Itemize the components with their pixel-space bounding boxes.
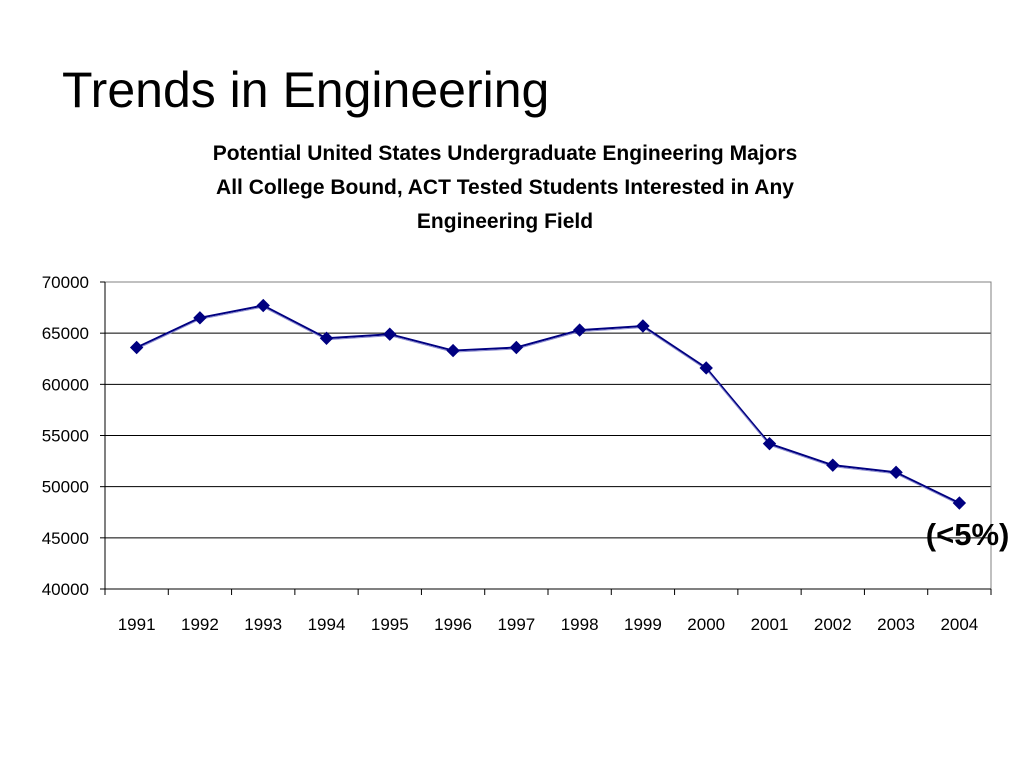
data-point-marker bbox=[762, 436, 777, 451]
data-point-marker bbox=[636, 319, 650, 333]
y-tick-label: 45000 bbox=[42, 529, 89, 548]
y-tick-label: 40000 bbox=[42, 580, 89, 599]
x-tick-label: 2002 bbox=[814, 615, 852, 634]
data-point-marker bbox=[509, 340, 524, 355]
x-axis-tick-labels: 1991 1992 1993 1994 1995 1996 1997 1998 1999 2000… bbox=[104, 589, 992, 634]
y-tick-label: 55000 bbox=[42, 427, 89, 446]
x-tick-label: 1994 bbox=[308, 615, 346, 634]
series bbox=[129, 298, 967, 510]
series-line bbox=[136, 304, 960, 504]
data-point-marker bbox=[699, 361, 713, 375]
x-tick-label: 1996 bbox=[434, 615, 472, 634]
x-tick-label: 2004 bbox=[940, 615, 978, 634]
gridlines bbox=[105, 281, 991, 539]
chart-title: Potential United States Undergraduate En… bbox=[213, 142, 798, 233]
slide-title: Trends in Engineering bbox=[62, 62, 550, 118]
data-point-marker bbox=[572, 323, 587, 337]
y-axis-tick-labels: 40000 45000 50000 55000 60000 65000 70000 bbox=[42, 273, 105, 599]
x-tick-label: 1998 bbox=[561, 615, 599, 634]
chart-title-line: All College Bound, ACT Tested Students I… bbox=[216, 176, 794, 199]
data-point-marker bbox=[826, 458, 840, 472]
x-tick-label: 1991 bbox=[118, 615, 156, 634]
data-point-marker bbox=[952, 496, 967, 510]
data-point-marker bbox=[256, 298, 270, 313]
y-tick-label: 50000 bbox=[42, 478, 89, 497]
series-line-shadow bbox=[136, 306, 960, 505]
data-point-marker bbox=[129, 340, 144, 355]
x-tick-label: 1997 bbox=[497, 615, 535, 634]
x-tick-label: 1999 bbox=[624, 615, 662, 634]
data-point-marker bbox=[193, 311, 207, 325]
y-tick-label: 60000 bbox=[42, 375, 89, 394]
chart-title-line: Potential United States Undergraduate En… bbox=[213, 142, 798, 165]
x-tick-label: 2003 bbox=[877, 615, 915, 634]
y-tick-label: 65000 bbox=[42, 324, 89, 343]
data-point-marker bbox=[383, 327, 397, 341]
annotation-label: (<5%) bbox=[926, 517, 1010, 552]
x-tick-label: 2001 bbox=[751, 615, 789, 634]
data-point-marker bbox=[319, 331, 334, 345]
data-point-marker bbox=[446, 343, 460, 358]
annotations: (<5%) bbox=[926, 517, 1010, 552]
data-point-marker bbox=[889, 465, 903, 480]
y-tick-label: 70000 bbox=[42, 273, 89, 292]
x-tick-label: 1992 bbox=[181, 615, 219, 634]
chart-title-line: Engineering Field bbox=[417, 210, 593, 233]
x-tick-label: 1995 bbox=[371, 615, 409, 634]
x-tick-label: 2000 bbox=[687, 615, 725, 634]
x-tick-label: 1993 bbox=[244, 615, 282, 634]
